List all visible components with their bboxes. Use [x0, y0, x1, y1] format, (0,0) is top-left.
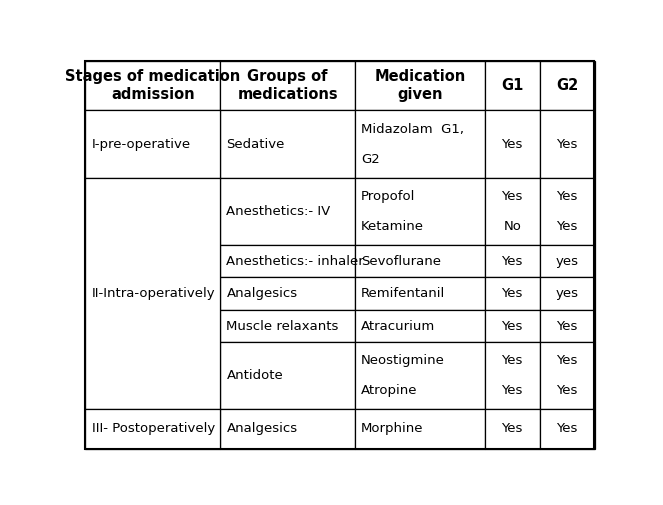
Bar	[485, 277, 540, 310]
Text: Remifentanil: Remifentanil	[361, 287, 446, 300]
Bar	[540, 110, 595, 178]
Bar	[355, 277, 485, 310]
Bar	[540, 409, 595, 448]
Text: Stages of medication
admission: Stages of medication admission	[65, 69, 241, 102]
Text: Groups of
medications: Groups of medications	[237, 69, 338, 102]
Text: Anesthetics:- IV: Anesthetics:- IV	[226, 205, 331, 218]
Bar	[540, 62, 595, 110]
Text: Yes

Yes: Yes Yes	[556, 190, 578, 233]
Text: Atracurium: Atracurium	[361, 320, 436, 333]
Text: Yes: Yes	[556, 422, 578, 435]
Bar	[220, 110, 355, 178]
Text: Analgesics: Analgesics	[226, 422, 298, 435]
Text: Neostigmine

Atropine: Neostigmine Atropine	[361, 354, 445, 397]
Text: G1: G1	[501, 78, 523, 93]
Text: I-pre-operative: I-pre-operative	[91, 137, 191, 150]
Text: Analgesics: Analgesics	[226, 287, 298, 300]
Bar	[540, 245, 595, 277]
Bar	[86, 409, 220, 448]
Bar	[355, 409, 485, 448]
Text: III- Postoperatively: III- Postoperatively	[91, 422, 215, 435]
Bar	[220, 62, 355, 110]
Bar	[220, 409, 355, 448]
Bar	[86, 178, 220, 409]
Text: Yes: Yes	[501, 137, 523, 150]
Text: Yes: Yes	[556, 137, 578, 150]
Text: Yes

Yes: Yes Yes	[556, 354, 578, 397]
Bar	[485, 245, 540, 277]
Bar	[355, 110, 485, 178]
Bar	[86, 110, 220, 178]
Bar	[220, 310, 355, 342]
Text: Muscle relaxants: Muscle relaxants	[226, 320, 339, 333]
Bar	[355, 178, 485, 245]
Text: yes: yes	[556, 255, 579, 268]
Bar	[540, 178, 595, 245]
Text: Morphine: Morphine	[361, 422, 424, 435]
Bar	[220, 245, 355, 277]
Bar	[485, 310, 540, 342]
Bar	[355, 62, 485, 110]
Bar	[485, 178, 540, 245]
Bar	[220, 178, 355, 245]
Text: II-Intra-operatively: II-Intra-operatively	[91, 287, 215, 300]
Bar	[485, 110, 540, 178]
Text: Yes: Yes	[501, 255, 523, 268]
Bar	[220, 342, 355, 409]
Text: Sevoflurane: Sevoflurane	[361, 255, 441, 268]
Text: Anesthetics:- inhaler: Anesthetics:- inhaler	[226, 255, 364, 268]
Text: Yes

Yes: Yes Yes	[501, 354, 523, 397]
Bar	[485, 409, 540, 448]
Text: Yes: Yes	[556, 320, 578, 333]
Text: Yes: Yes	[501, 320, 523, 333]
Bar	[540, 277, 595, 310]
Bar	[485, 342, 540, 409]
Text: G2: G2	[556, 78, 578, 93]
Bar	[355, 310, 485, 342]
Bar	[355, 342, 485, 409]
Bar	[86, 62, 220, 110]
Bar	[220, 277, 355, 310]
Text: Propofol

Ketamine: Propofol Ketamine	[361, 190, 424, 233]
Text: Medication
given: Medication given	[375, 69, 465, 102]
Text: Yes: Yes	[501, 422, 523, 435]
Text: Yes

No: Yes No	[501, 190, 523, 233]
Bar	[485, 62, 540, 110]
Text: Yes: Yes	[501, 287, 523, 300]
Bar	[540, 310, 595, 342]
Text: Antidote: Antidote	[226, 369, 283, 382]
Bar	[540, 342, 595, 409]
Text: Sedative: Sedative	[226, 137, 285, 150]
Bar	[355, 245, 485, 277]
Text: yes: yes	[556, 287, 579, 300]
Text: Midazolam  G1,

G2: Midazolam G1, G2	[361, 123, 464, 166]
